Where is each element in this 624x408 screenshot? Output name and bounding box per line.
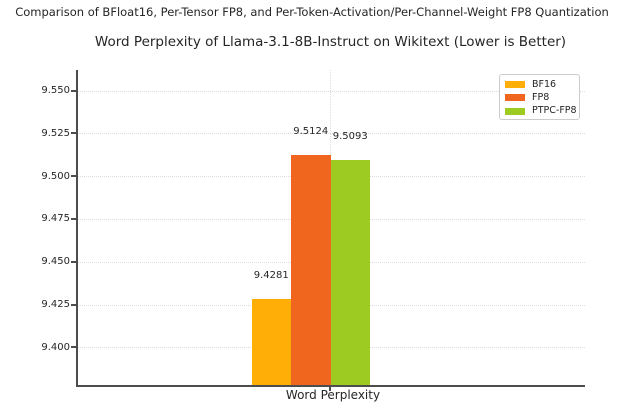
x-axis-spine <box>76 385 585 387</box>
y-tick-label: 9.525 <box>41 127 70 139</box>
bar-value-label-bf16: 9.4281 <box>253 270 289 282</box>
y-gridline <box>78 133 585 135</box>
x-tick-mark <box>329 387 331 391</box>
legend-item-fp8: FP8 <box>505 91 579 104</box>
bar-value-label-fp8: 9.5124 <box>293 125 329 137</box>
legend-swatch-icon <box>505 81 525 89</box>
legend-item-bf16: BF16 <box>505 78 579 91</box>
y-tick-mark <box>71 89 76 92</box>
legend: BF16 FP8 PTPC-FP8 <box>499 74 580 120</box>
figure-suptitle: Comparison of BFloat16, Per-Tensor FP8, … <box>15 5 609 19</box>
bar-bf16 <box>251 299 291 385</box>
x-axis-label: Word Perplexity <box>285 388 381 402</box>
legend-swatch-icon <box>505 94 525 102</box>
y-tick-label: 9.500 <box>41 170 70 182</box>
y-tick-mark <box>71 175 76 178</box>
y-tick-mark <box>71 217 76 220</box>
y-gridline <box>78 90 585 92</box>
legend-label: BF16 <box>532 78 557 90</box>
y-tick-mark <box>71 303 76 306</box>
y-tick-label: 9.425 <box>41 299 70 311</box>
legend-label: PTPC-FP8 <box>532 105 577 117</box>
plot-area: 9.4281 9.5124 9.5093 <box>76 70 585 387</box>
y-tick-mark <box>71 132 76 135</box>
legend-swatch-icon <box>505 107 525 115</box>
y-tick-mark <box>71 346 76 349</box>
legend-items: BF16 FP8 PTPC-FP8 <box>505 78 579 118</box>
legend-label: FP8 <box>532 91 550 103</box>
bar-value-label-ptpc-fp8: 9.5093 <box>332 131 368 143</box>
legend-item-ptpc-fp8: PTPC-FP8 <box>505 105 579 118</box>
y-tick-label: 9.550 <box>41 85 70 97</box>
y-tick-label: 9.400 <box>41 341 70 353</box>
chart-title: Word Perplexity of Llama-3.1-8B-Instruct… <box>94 34 567 50</box>
y-tick-label: 9.475 <box>41 213 70 225</box>
y-axis-spine <box>76 70 78 387</box>
y-tick-label: 9.450 <box>41 256 70 268</box>
bar-fp8 <box>291 154 331 385</box>
y-tick-mark <box>71 260 76 263</box>
bar-ptpc-fp8 <box>330 160 370 385</box>
